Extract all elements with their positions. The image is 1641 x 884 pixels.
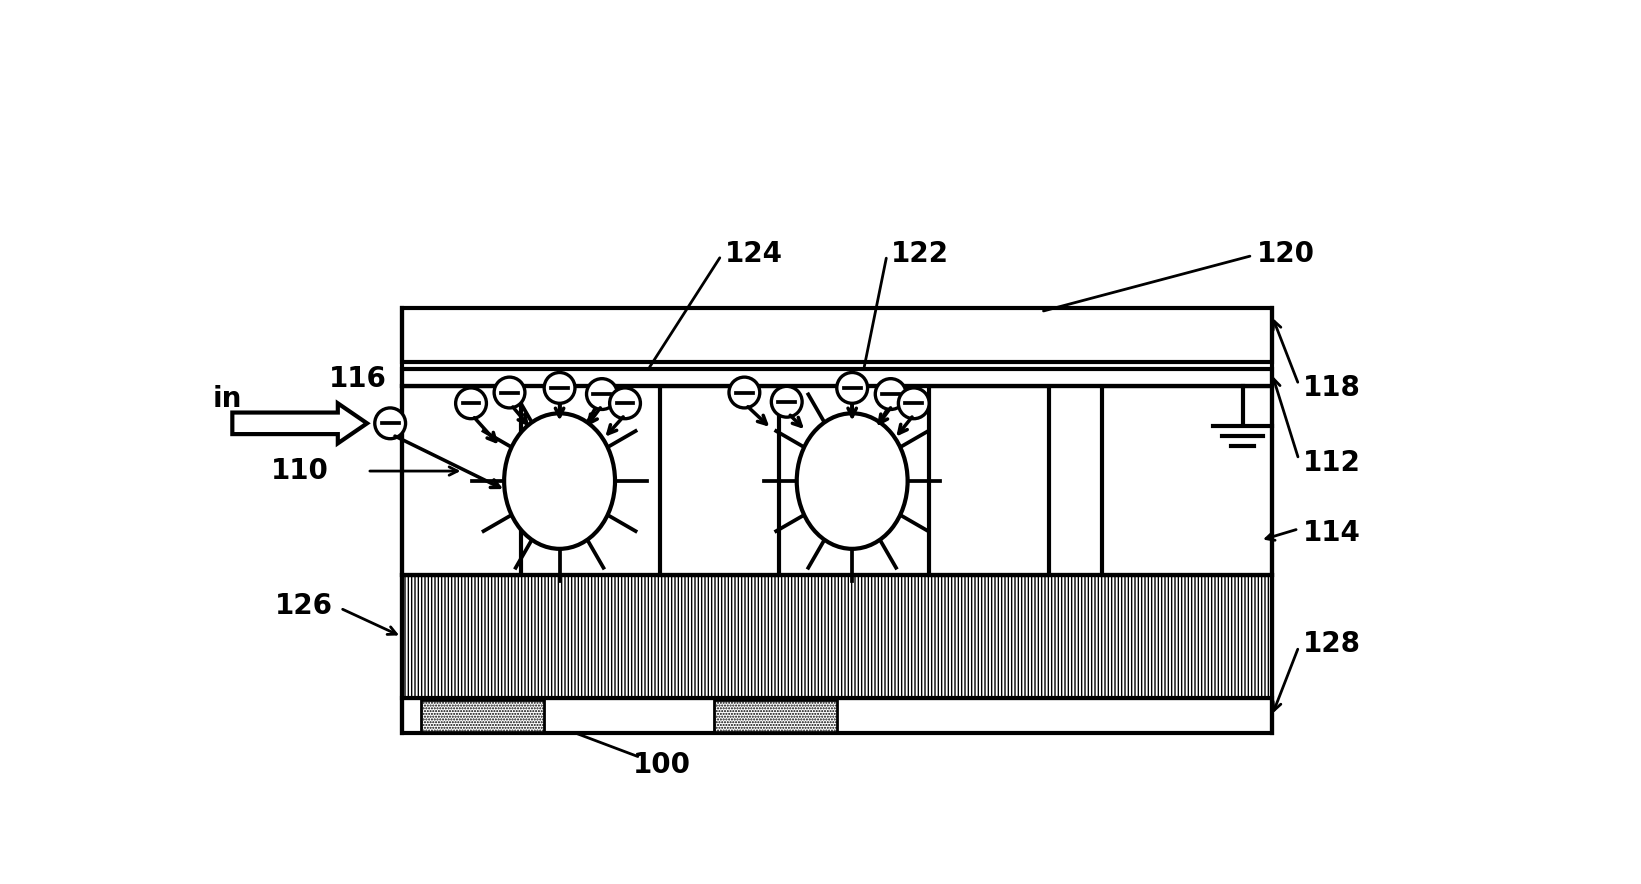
Bar (402, 370, 1272, 386)
Text: 128: 128 (1303, 630, 1360, 659)
Circle shape (456, 388, 486, 419)
Circle shape (609, 388, 640, 419)
Bar (660, 386, 779, 575)
Bar (402, 698, 1272, 733)
Text: 110: 110 (271, 457, 328, 485)
Text: 100: 100 (633, 751, 691, 779)
Bar (714, 700, 837, 732)
Bar (402, 386, 522, 575)
Circle shape (374, 408, 405, 438)
Bar (402, 575, 1272, 698)
Circle shape (545, 372, 574, 403)
Ellipse shape (798, 414, 907, 549)
Circle shape (494, 377, 525, 408)
Text: 120: 120 (1257, 240, 1314, 268)
Text: 118: 118 (1303, 374, 1360, 402)
Text: 116: 116 (328, 365, 386, 392)
Bar (929, 386, 1049, 575)
Text: 114: 114 (1303, 519, 1360, 546)
Bar (422, 700, 545, 732)
Text: 112: 112 (1303, 449, 1360, 477)
Circle shape (729, 377, 760, 408)
Text: 126: 126 (274, 591, 333, 620)
Circle shape (898, 388, 929, 419)
Circle shape (586, 378, 617, 409)
Circle shape (837, 372, 868, 403)
Bar (1103, 386, 1272, 575)
Text: 124: 124 (725, 240, 783, 268)
FancyArrow shape (233, 403, 368, 444)
Circle shape (875, 378, 906, 409)
Ellipse shape (504, 414, 615, 549)
Text: 122: 122 (891, 240, 948, 268)
Circle shape (771, 386, 802, 417)
Bar (402, 308, 1272, 362)
Text: in: in (213, 385, 243, 413)
